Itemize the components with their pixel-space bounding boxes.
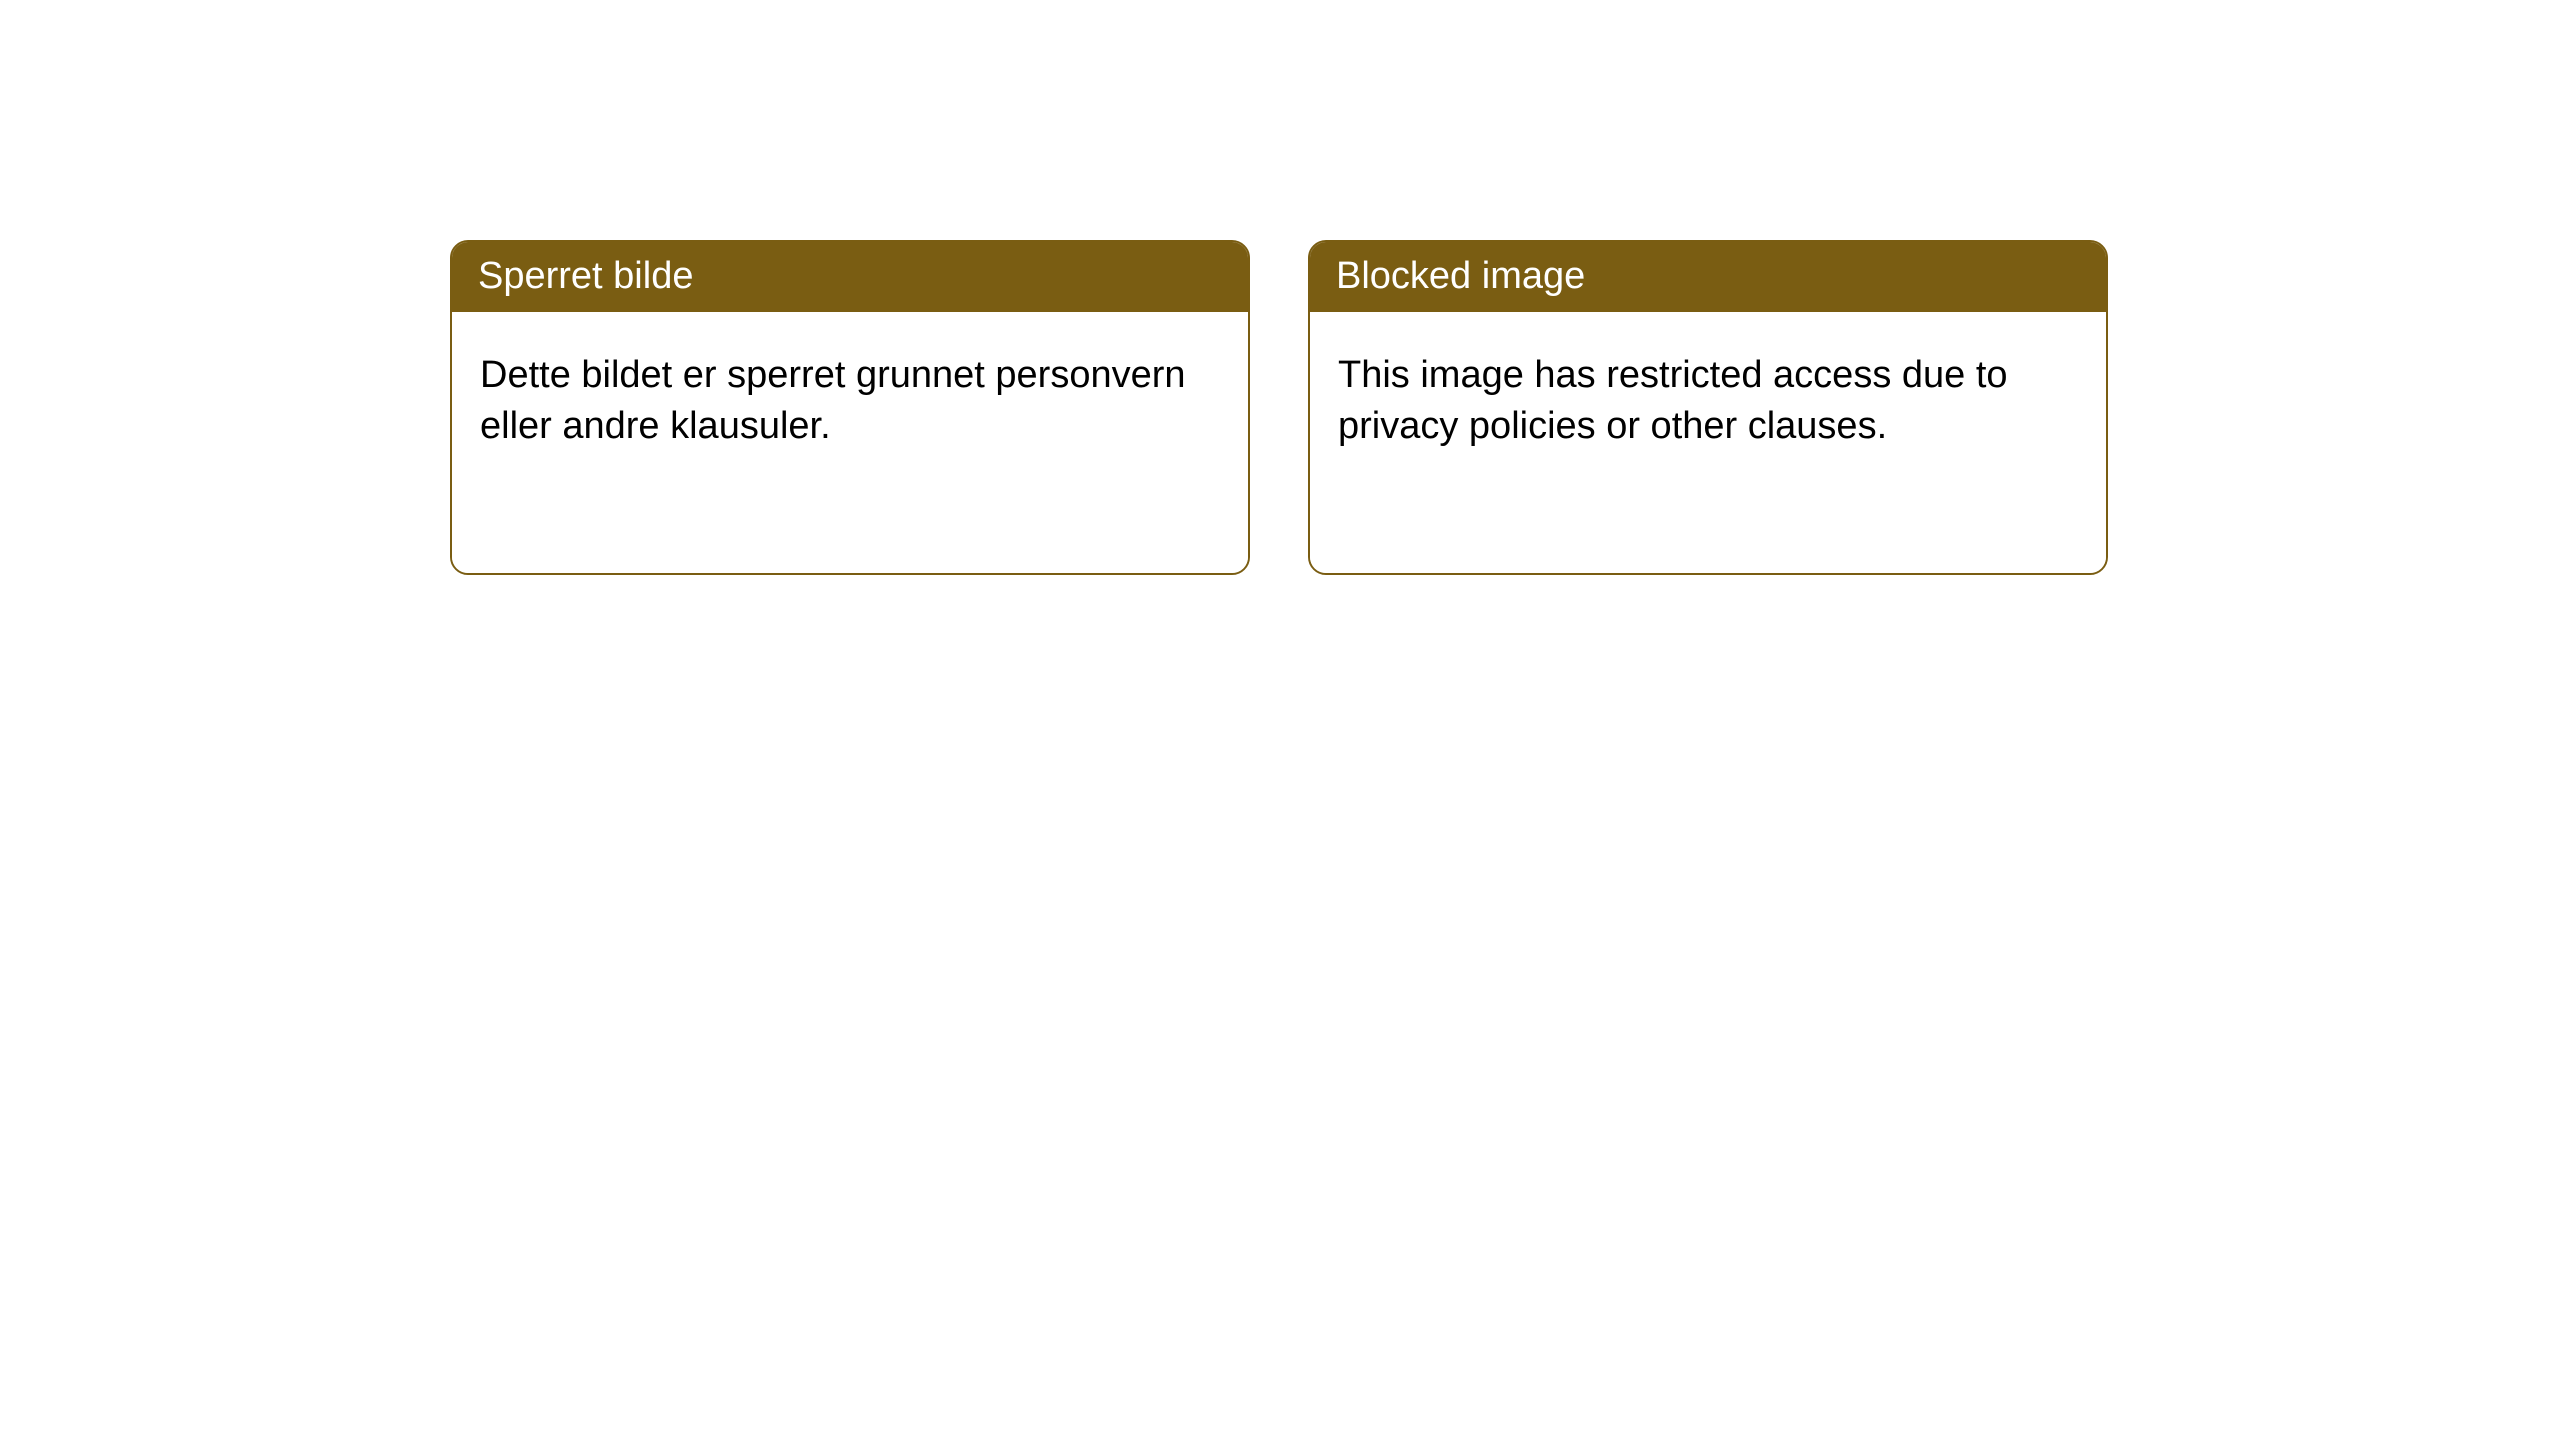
notice-cards-container: Sperret bilde Dette bildet er sperret gr… [450,240,2108,575]
notice-card-english: Blocked image This image has restricted … [1308,240,2108,575]
card-header: Sperret bilde [452,242,1248,312]
notice-card-norwegian: Sperret bilde Dette bildet er sperret gr… [450,240,1250,575]
card-header: Blocked image [1310,242,2106,312]
card-body: This image has restricted access due to … [1310,312,2106,573]
card-body: Dette bildet er sperret grunnet personve… [452,312,1248,573]
